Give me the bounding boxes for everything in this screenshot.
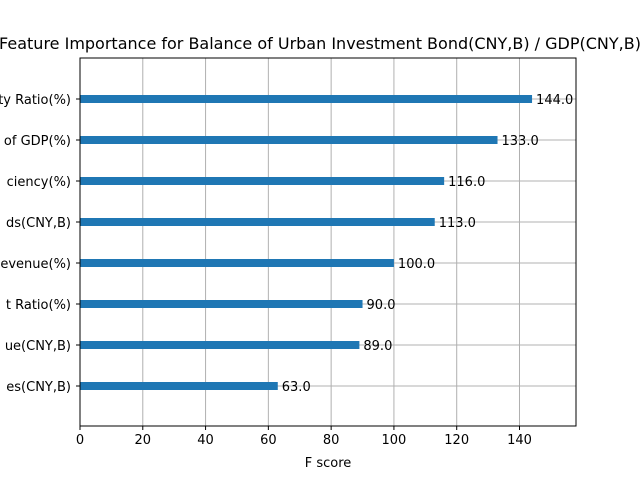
y-axis-ticks: ty Ratio(%) of GDP(%) ciency(%) ds(CNY,B) ev… (0, 93, 80, 395)
bar-value-label: 100.0 (398, 257, 435, 272)
grid-lines (79, 58, 576, 426)
bar (80, 95, 533, 103)
x-tick-label: 100 (382, 433, 407, 448)
bar-value-label: 89.0 (363, 339, 392, 354)
x-axis-ticks: 0 20 40 60 80 100 120 140 (76, 426, 532, 448)
bar-value-label: 133.0 (502, 134, 539, 149)
chart-title: Feature Importance for Balance of Urban … (0, 34, 640, 53)
y-tick-label: es(CNY,B) (6, 380, 71, 395)
plot-frame (79, 57, 577, 427)
bar (80, 341, 360, 349)
y-tick-label: t Ratio(%) (6, 298, 71, 313)
y-tick-label: ty Ratio(%) (0, 93, 71, 108)
bar-value-label: 90.0 (367, 298, 396, 313)
bar (80, 300, 363, 308)
x-tick-label: 0 (76, 433, 84, 448)
bar-value-label: 113.0 (439, 216, 476, 231)
x-tick-label: 120 (444, 433, 469, 448)
bar (80, 177, 445, 185)
x-tick-label: 20 (135, 433, 152, 448)
bar-value-label: 144.0 (536, 93, 573, 108)
y-tick-label: ciency(%) (7, 175, 71, 190)
bar (80, 136, 498, 144)
x-axis-label: F score (305, 456, 352, 471)
x-tick-label: 140 (507, 433, 532, 448)
y-tick-label: ue(CNY,B) (5, 339, 71, 354)
y-tick-label: of GDP(%) (4, 134, 71, 149)
x-tick-label: 80 (323, 433, 340, 448)
bar (80, 259, 394, 267)
bar (80, 218, 435, 226)
data-labels: 144.0 133.0 116.0 113.0 100.0 90.0 89.0 63.0 (282, 93, 573, 395)
bar-value-label: 63.0 (282, 380, 311, 395)
bar-value-label: 116.0 (448, 175, 485, 190)
x-tick-label: 60 (260, 433, 277, 448)
y-tick-label: ds(CNY,B) (6, 216, 71, 231)
bar (80, 382, 278, 390)
x-tick-label: 40 (197, 433, 214, 448)
bars (80, 95, 533, 390)
y-tick-label: evenue(%) (0, 257, 71, 272)
